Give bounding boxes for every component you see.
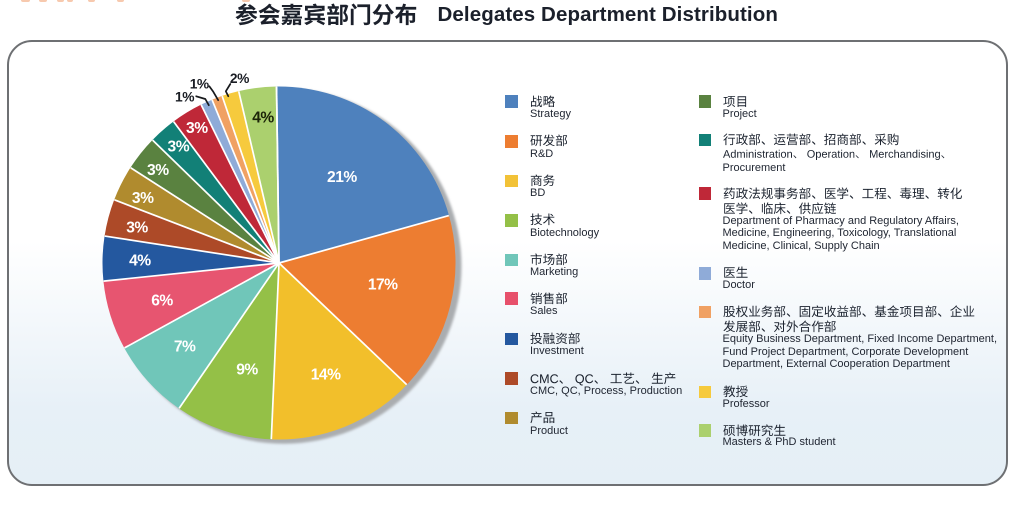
svg-text:3%: 3% [168, 139, 190, 156]
svg-text:1%: 1% [190, 76, 209, 91]
svg-text:1%: 1% [175, 89, 194, 104]
svg-text:9%: 9% [236, 362, 258, 379]
svg-text:6%: 6% [151, 292, 173, 309]
svg-text:2%: 2% [230, 71, 249, 86]
svg-text:3%: 3% [126, 220, 148, 237]
svg-text:3%: 3% [186, 120, 208, 137]
svg-text:21%: 21% [327, 169, 357, 186]
svg-text:3%: 3% [132, 190, 154, 207]
svg-text:14%: 14% [311, 366, 341, 383]
svg-text:17%: 17% [368, 277, 398, 294]
svg-text:3%: 3% [147, 162, 169, 179]
svg-text:4%: 4% [129, 253, 151, 270]
svg-text:7%: 7% [174, 339, 196, 356]
svg-text:4%: 4% [252, 110, 274, 127]
